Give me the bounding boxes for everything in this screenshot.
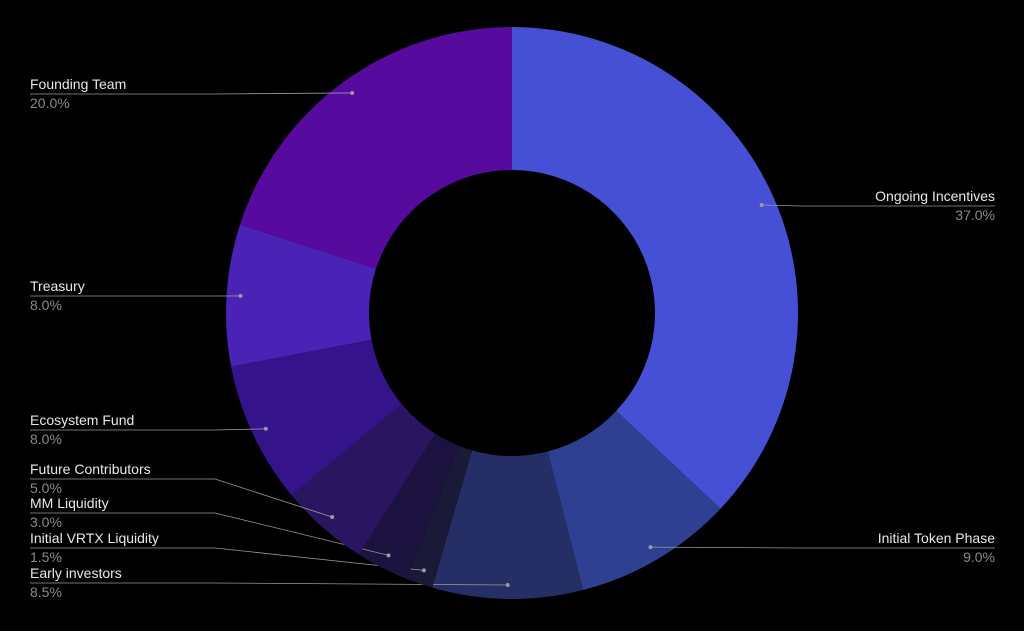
slice-label: Ongoing Incentives bbox=[875, 188, 995, 204]
leader-line bbox=[30, 478, 333, 518]
slice-label: Ecosystem Fund bbox=[30, 412, 134, 428]
slice bbox=[239, 27, 512, 269]
leader-dot bbox=[386, 553, 391, 558]
leader-dot bbox=[350, 90, 355, 95]
leader-dot bbox=[648, 545, 653, 550]
slice-label: Initial Token Phase bbox=[878, 530, 995, 546]
slice-value-label: 5.0% bbox=[30, 480, 62, 496]
slice bbox=[406, 445, 473, 588]
slice bbox=[432, 450, 584, 599]
slice bbox=[225, 224, 376, 367]
leader-dot bbox=[759, 202, 764, 207]
slice-value-label: 37.0% bbox=[955, 207, 995, 223]
slice bbox=[512, 27, 798, 509]
leader-line bbox=[761, 204, 995, 207]
slice bbox=[358, 433, 460, 579]
leader-line bbox=[30, 582, 508, 586]
slice-value-label: 8.0% bbox=[30, 297, 62, 313]
slice-label: Initial VRTX Liquidity bbox=[30, 530, 159, 546]
slice bbox=[547, 410, 721, 591]
leader-dot bbox=[505, 582, 510, 587]
slice bbox=[231, 339, 402, 496]
leader-line bbox=[30, 428, 266, 431]
slice-label: Early investors bbox=[30, 565, 122, 581]
slice-value-label: 8.5% bbox=[30, 584, 62, 600]
leader-line bbox=[30, 547, 424, 571]
slice-label: Founding Team bbox=[30, 76, 126, 92]
leader-line bbox=[30, 92, 353, 95]
slice-value-label: 9.0% bbox=[963, 549, 995, 565]
slice-value-label: 3.0% bbox=[30, 514, 62, 530]
leader-dot bbox=[263, 426, 268, 431]
slice-label: MM Liquidity bbox=[30, 495, 109, 511]
slice-value-label: 1.5% bbox=[30, 549, 62, 565]
leader-line bbox=[30, 512, 389, 556]
leader-dot bbox=[421, 568, 426, 573]
slice-label: Future Contributors bbox=[30, 461, 151, 477]
leader-dot bbox=[330, 515, 335, 520]
leader-dot bbox=[238, 293, 243, 298]
leader-line bbox=[650, 546, 995, 549]
slice-value-label: 8.0% bbox=[30, 431, 62, 447]
slice-label: Treasury bbox=[30, 278, 85, 294]
slice-value-label: 20.0% bbox=[30, 95, 70, 111]
slice bbox=[291, 404, 436, 555]
